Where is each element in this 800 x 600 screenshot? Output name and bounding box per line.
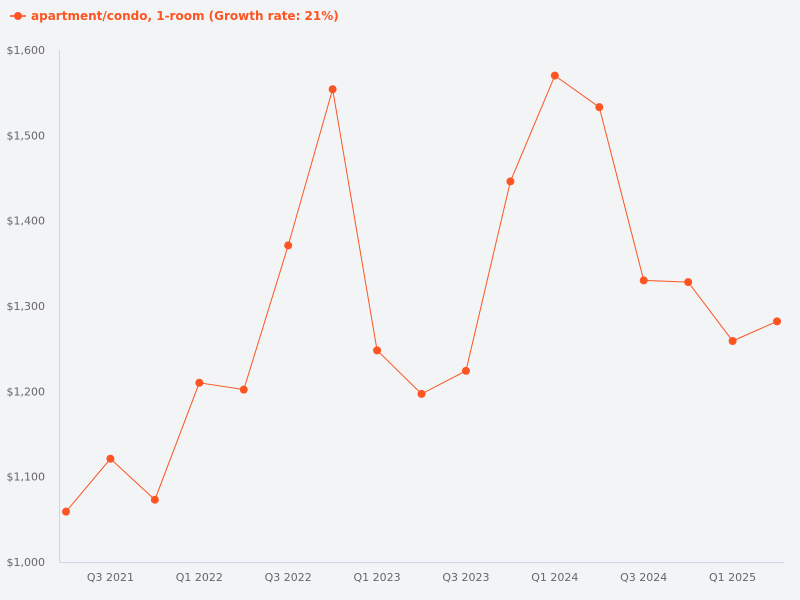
y-tick-label: $1,000 bbox=[7, 556, 46, 569]
x-axis: Q3 2021 Q1 2022 Q3 2022 Q1 2023 Q3 2023 Q1 20… bbox=[87, 571, 756, 584]
series-line bbox=[65, 74, 778, 512]
data-point-marker[interactable] bbox=[639, 276, 648, 285]
data-point-marker[interactable] bbox=[328, 85, 337, 94]
data-point-marker[interactable] bbox=[773, 317, 782, 326]
y-tick-label: $1,600 bbox=[7, 44, 46, 57]
x-tick-label: Q3 2024 bbox=[620, 571, 667, 584]
data-point-marker[interactable] bbox=[595, 103, 604, 112]
legend-series-marker-icon bbox=[10, 11, 26, 21]
data-point-marker[interactable] bbox=[684, 278, 693, 287]
data-point-marker[interactable] bbox=[550, 71, 559, 80]
y-tick-label: $1,200 bbox=[7, 385, 46, 398]
data-series bbox=[62, 71, 782, 516]
data-point-marker[interactable] bbox=[106, 454, 115, 463]
data-point-marker[interactable] bbox=[373, 346, 382, 355]
y-tick-label: $1,500 bbox=[7, 129, 46, 142]
data-point-marker[interactable] bbox=[506, 177, 515, 186]
y-tick-label: $1,400 bbox=[7, 215, 46, 228]
data-point-marker[interactable] bbox=[62, 507, 70, 516]
x-tick-label: Q3 2022 bbox=[265, 571, 312, 584]
y-axis: $1,000 $1,100 $1,200 $1,300 $1,400 $1,500 $1,6… bbox=[7, 44, 46, 569]
y-tick-label: $1,100 bbox=[7, 471, 46, 484]
legend-label: apartment/condo, 1-room (Growth rate: 21… bbox=[31, 9, 339, 23]
data-point-marker[interactable] bbox=[461, 366, 470, 375]
data-point-marker[interactable] bbox=[150, 495, 159, 504]
x-tick-label: Q1 2025 bbox=[709, 571, 756, 584]
x-tick-label: Q1 2023 bbox=[354, 571, 401, 584]
x-tick-label: Q3 2021 bbox=[87, 571, 134, 584]
data-point-marker[interactable] bbox=[284, 241, 293, 250]
x-tick-label: Q1 2022 bbox=[176, 571, 223, 584]
data-point-marker[interactable] bbox=[239, 385, 248, 394]
data-point-marker[interactable] bbox=[417, 389, 426, 398]
data-point-marker[interactable] bbox=[195, 378, 204, 387]
data-point-marker[interactable] bbox=[728, 336, 737, 345]
x-tick-label: Q3 2023 bbox=[442, 571, 489, 584]
chart-legend[interactable]: apartment/condo, 1-room (Growth rate: 21… bbox=[10, 9, 339, 23]
x-tick-label: Q1 2024 bbox=[531, 571, 578, 584]
y-tick-label: $1,300 bbox=[7, 300, 46, 313]
